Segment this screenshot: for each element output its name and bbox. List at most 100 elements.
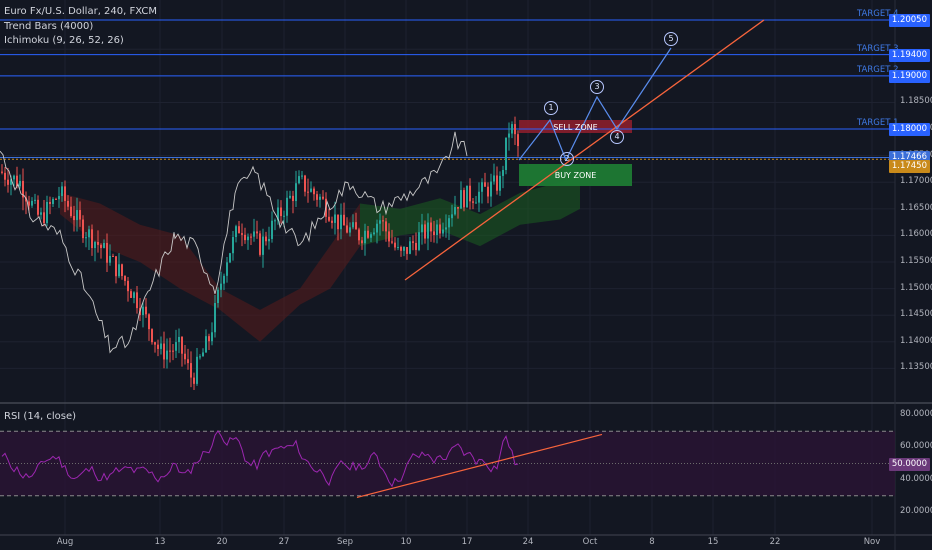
candle-body <box>181 336 183 354</box>
candle-body <box>394 242 396 248</box>
candle-body <box>40 212 42 215</box>
price-tag: 1.19400 <box>888 48 930 62</box>
candle-body <box>319 196 321 200</box>
candle-body <box>412 241 414 243</box>
candle-body <box>262 236 264 255</box>
candle-body <box>109 255 111 263</box>
candle-body <box>388 231 390 242</box>
target-lines <box>0 19 895 160</box>
candle-body <box>484 182 486 187</box>
candle-body <box>469 185 471 202</box>
trend-bars-indicator[interactable]: Trend Bars (4000) <box>4 21 94 32</box>
date-axis-label: 22 <box>769 537 781 547</box>
candle-body <box>427 222 429 239</box>
cloud-segment <box>520 182 560 225</box>
candle-body <box>301 175 303 177</box>
candle-body <box>52 198 54 204</box>
candle-body <box>73 216 75 221</box>
ichimoku-lagging-span <box>0 131 468 354</box>
cloud-segment <box>220 288 260 342</box>
candle-body <box>244 234 246 241</box>
candle-body <box>499 175 501 191</box>
candle-body <box>82 219 84 239</box>
date-axis-label: Nov <box>863 537 881 547</box>
candle-body <box>145 306 147 315</box>
candle-body <box>307 191 309 193</box>
candle-body <box>379 220 381 224</box>
candle-body <box>169 350 171 352</box>
candle-body <box>214 302 216 333</box>
date-axis-label: Oct <box>582 537 598 547</box>
target-label: TARGET 4 <box>857 9 899 19</box>
candle-body <box>439 224 441 234</box>
candle-body <box>280 207 282 217</box>
candle-body <box>352 222 354 228</box>
price-axis-label: 1.16500 <box>900 202 932 213</box>
candle-body <box>190 363 192 378</box>
candle-body <box>205 336 207 353</box>
candle-body <box>85 237 87 239</box>
candle-body <box>43 212 45 224</box>
candle-body <box>31 200 33 206</box>
candle-body <box>304 175 306 192</box>
candle-body <box>37 199 39 215</box>
date-axis-label: 20 <box>216 537 228 547</box>
date-axis-label: 10 <box>400 537 412 547</box>
candle-body <box>502 170 504 176</box>
candle-body <box>286 197 288 216</box>
rsi-axis-label: 20.0000 <box>900 505 932 516</box>
rsi-trend-line <box>356 433 603 498</box>
candle-body <box>61 186 63 197</box>
candle-body <box>178 336 180 343</box>
candle-body <box>106 242 108 263</box>
date-axis-label: 17 <box>461 537 473 547</box>
candle-body <box>1 171 3 173</box>
wave-label: 5 <box>664 32 678 46</box>
date-axis-label: 27 <box>278 537 290 547</box>
candle-body <box>187 359 189 364</box>
candle-body <box>172 350 174 352</box>
analysis-drawings <box>404 19 765 281</box>
candle-body <box>505 137 507 171</box>
candle-body <box>67 200 69 207</box>
price-tag: 1.20050 <box>888 14 930 27</box>
candle-body <box>217 289 219 303</box>
candle-body <box>238 226 240 234</box>
price-tag: 1.18000 <box>888 123 930 137</box>
candle-body <box>136 292 138 309</box>
ichimoku-indicator[interactable]: Ichimoku (9, 26, 52, 26) <box>4 35 124 46</box>
candle-body <box>121 264 123 276</box>
candle-body <box>100 244 102 249</box>
rsi-panel <box>0 430 895 498</box>
candle-body <box>409 241 411 254</box>
rsi-indicator[interactable]: RSI (14, close) <box>4 411 77 422</box>
candle-body <box>265 236 267 242</box>
candle-body <box>382 220 384 222</box>
price-axis-label: 1.14000 <box>900 335 932 346</box>
sell-zone-label: SELL ZONE <box>553 123 598 132</box>
candle-body <box>433 231 435 235</box>
candle-body <box>97 241 99 245</box>
candle-body <box>424 224 426 239</box>
candle-body <box>16 175 18 187</box>
candle-body <box>49 201 51 204</box>
date-axis-label: 15 <box>707 537 719 547</box>
candle-body <box>496 175 498 191</box>
candle-body <box>463 190 465 208</box>
candle-body <box>322 196 324 199</box>
candle-body <box>343 214 345 226</box>
candle-body <box>298 176 300 184</box>
candle-body <box>253 231 255 237</box>
candle-body <box>442 229 444 234</box>
candle-body <box>274 220 276 222</box>
candle-body <box>133 292 135 298</box>
candle-body <box>271 220 273 239</box>
cloud-segment <box>140 224 180 289</box>
candle-body <box>355 222 357 230</box>
candle-body <box>46 201 48 224</box>
candle-body <box>376 223 378 233</box>
elliott-wave-path <box>518 47 672 162</box>
candle-body <box>91 229 93 249</box>
